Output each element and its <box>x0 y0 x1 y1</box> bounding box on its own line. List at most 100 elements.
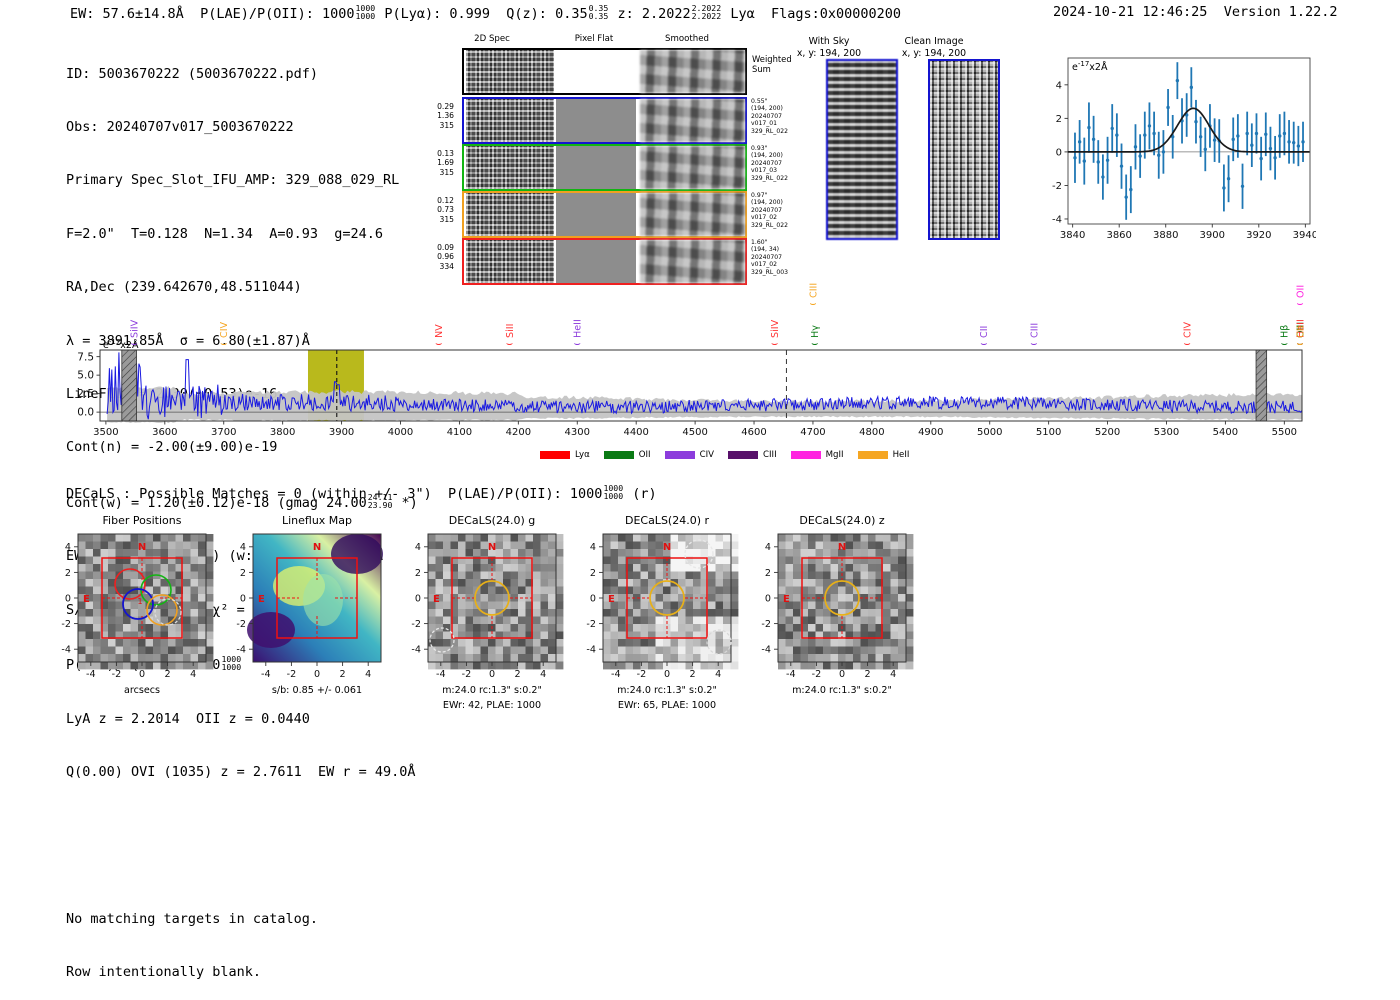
header-z-label: z: 2.2022 <box>617 6 691 23</box>
svg-text:4: 4 <box>540 669 546 680</box>
legend-swatch <box>603 451 634 459</box>
spectrum-legend: Lyα OII CIV CIII MgII HeII <box>540 450 909 460</box>
svg-text:DECaLS(24.0) g: DECaLS(24.0) g <box>449 514 536 527</box>
svg-text:arcsecs: arcsecs <box>124 685 160 696</box>
svg-text:-4: -4 <box>411 645 421 656</box>
svg-text:DECaLS(24.0) r: DECaLS(24.0) r <box>625 514 710 527</box>
svg-text:4800: 4800 <box>859 427 884 438</box>
svg-text:SiIV: SiIV <box>130 319 141 338</box>
decals-header-tail: (r) <box>632 486 657 503</box>
report-version: Version 1.22.2 <box>1223 4 1338 20</box>
svg-text:s/b: 0.85 +/- 0.061: s/b: 0.85 +/- 0.061 <box>272 685 362 696</box>
info-q-line: Q(0.00) OVI (1035) z = 2.7611 EW r = 49.… <box>66 764 416 781</box>
svg-text:⌣: ⌣ <box>1296 337 1303 350</box>
svg-text:⌣: ⌣ <box>435 337 442 350</box>
legend-swatch <box>540 451 570 459</box>
svg-text:4: 4 <box>765 542 771 553</box>
spec2d-fiber4-meta: 1.60" (194, 34) 20240707 v017_02 329_RL_… <box>751 239 788 276</box>
svg-text:3600: 3600 <box>152 427 177 438</box>
svg-text:e-17x2Å: e-17x2Å <box>1072 60 1108 73</box>
svg-text:SiII: SiII <box>505 324 516 338</box>
svg-text:2: 2 <box>765 568 771 579</box>
svg-text:3940: 3940 <box>1293 230 1316 241</box>
svg-text:1: 1 <box>137 597 142 606</box>
spec2d-fiber-row-2 <box>462 144 747 191</box>
svg-text:⌣: ⌣ <box>811 337 818 350</box>
svg-text:0: 0 <box>489 669 495 680</box>
legend-item-heii: HeII <box>857 450 910 460</box>
svg-text:Hβ: Hβ <box>1280 325 1291 338</box>
svg-text:m:24.0 rc:1.3" s:0.2": m:24.0 rc:1.3" s:0.2" <box>617 685 717 696</box>
svg-text:CII: CII <box>1295 326 1306 338</box>
svg-text:4600: 4600 <box>741 427 766 438</box>
svg-text:Lineflux Map: Lineflux Map <box>282 514 352 527</box>
svg-text:4400: 4400 <box>623 427 648 438</box>
info-obs: Obs: 20240707v017_5003670222 <box>66 118 294 135</box>
svg-text:⌣: ⌣ <box>1296 337 1303 350</box>
svg-text:CIV: CIV <box>219 321 230 338</box>
spec2d-fiber3-pixelflat <box>556 193 636 236</box>
svg-text:5300: 5300 <box>1154 427 1179 438</box>
svg-text:-2: -2 <box>761 619 771 630</box>
svg-text:5100: 5100 <box>1036 427 1061 438</box>
line-fit-plot: 3840 3860 3880 3900 3920 3940 -4 -2 0 2 4 e-17x2Å <box>1036 48 1316 248</box>
svg-text:EWr: 42, PLAE: 1000: EWr: 42, PLAE: 1000 <box>443 700 541 711</box>
svg-text:⌣: ⌣ <box>1296 337 1303 350</box>
svg-text:-4: -4 <box>786 669 796 680</box>
svg-text:CIII: CIII <box>808 283 819 298</box>
clean-image-title: Clean Image x, y: 194, 200 <box>901 36 967 59</box>
svg-text:E: E <box>433 594 440 605</box>
svg-text:HeII: HeII <box>573 319 584 338</box>
svg-text:2: 2 <box>240 568 246 579</box>
svg-text:-2: -2 <box>812 669 822 680</box>
cutout-2: NE <box>427 533 564 670</box>
svg-text:4: 4 <box>1056 80 1062 91</box>
decals-header-text: DECaLS : Possible Matches = 0 (within +/… <box>66 486 603 503</box>
legend-label: MgII <box>825 450 844 460</box>
svg-text:2: 2 <box>340 669 346 680</box>
svg-text:3880: 3880 <box>1153 230 1178 241</box>
legend-item-mgii: MgII <box>790 450 844 460</box>
svg-text:4900: 4900 <box>918 427 943 438</box>
svg-text:SiIV: SiIV <box>770 319 781 338</box>
report-header-line: EW: 57.6±14.8Å P(LAE)/P(OII): 10001000 10… <box>70 4 901 22</box>
svg-text:⌣: ⌣ <box>809 297 816 310</box>
svg-text:E: E <box>258 594 265 605</box>
svg-text:DECaLS(24.0) z: DECaLS(24.0) z <box>799 514 885 527</box>
svg-text:N: N <box>488 542 496 553</box>
svg-text:3840: 3840 <box>1060 230 1085 241</box>
spec2d-fiber1-meta: 0.55" (194, 200) 20240707 v017_01 329_RL… <box>751 98 788 135</box>
svg-text:0: 0 <box>839 669 845 680</box>
svg-text:-2: -2 <box>462 669 472 680</box>
cutout-row: N E 1 Fiber Positions -4 -4 -2 -2 0 0 2 2 4 4 arcsecs N… <box>60 508 960 723</box>
spec2d-weighted-sum-row <box>462 48 747 95</box>
svg-text:⌣: ⌣ <box>980 337 987 350</box>
svg-text:2: 2 <box>415 568 421 579</box>
cutout-3: NE <box>602 533 739 670</box>
svg-text:-2: -2 <box>1052 181 1062 192</box>
spec2d-fiber-row-4 <box>462 238 747 285</box>
spec2d-fiber2-2dspec <box>466 146 554 189</box>
svg-text:4: 4 <box>240 542 246 553</box>
legend-label: CIV <box>699 450 715 460</box>
info-plae-fraction: 1000 1000 <box>221 654 242 673</box>
svg-text:4: 4 <box>590 542 596 553</box>
svg-text:2: 2 <box>590 568 596 579</box>
header-z-fraction: 2.2022 2.2022 <box>691 3 722 22</box>
decals-plae-fraction: 1000 1000 <box>603 483 624 502</box>
info-radec: RA,Dec (239.642670,48.511044) <box>66 279 302 296</box>
svg-text:2.5: 2.5 <box>77 388 94 400</box>
svg-text:0: 0 <box>664 669 670 680</box>
svg-text:-2: -2 <box>236 619 246 630</box>
spec2d-image-smoothed <box>640 50 745 93</box>
legend-label: HeII <box>892 450 910 460</box>
svg-text:5200: 5200 <box>1095 427 1120 438</box>
with-sky-image <box>826 59 898 240</box>
svg-text:⌣: ⌣ <box>1281 337 1288 350</box>
spec2d-fiber3-meta: 0.97" (194, 200) 20240707 v017_02 329_RL… <box>751 192 788 229</box>
svg-text:0: 0 <box>765 593 771 604</box>
footer-line-2: Row intentionally blank. <box>66 963 262 980</box>
svg-text:E: E <box>608 594 615 605</box>
svg-text:⌣: ⌣ <box>574 337 581 350</box>
legend-label: Lyα <box>575 450 590 460</box>
